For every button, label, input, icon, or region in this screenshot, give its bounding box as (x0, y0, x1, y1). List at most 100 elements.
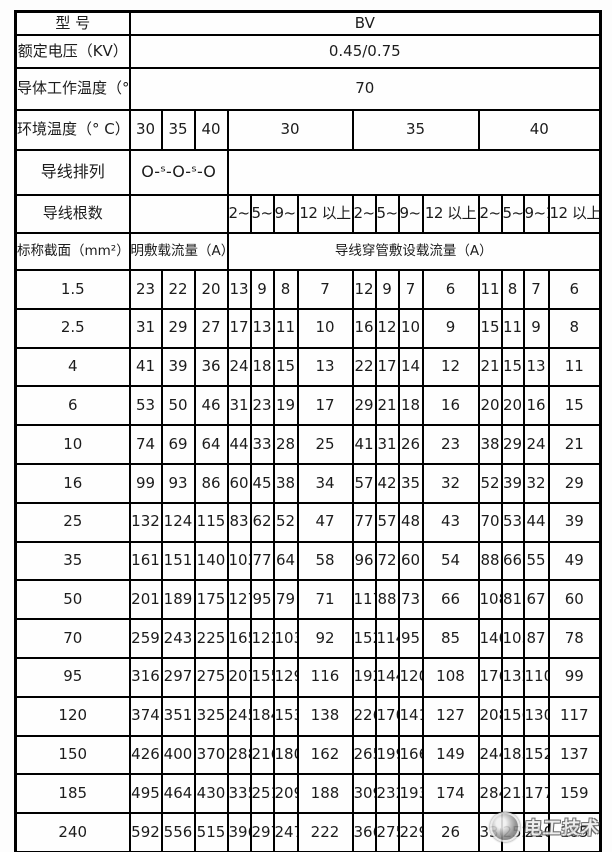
value-cell: 297 (249, 812, 275, 852)
value-cell: 117 (351, 579, 377, 621)
value-cell: 165 (226, 618, 252, 659)
wire-count-40-d: 12 以上 (547, 194, 602, 234)
value-cell: 31 (374, 424, 400, 465)
value-cell: 199 (374, 734, 400, 776)
section-cell: 35 (14, 540, 131, 582)
value-cell: 64 (272, 540, 299, 582)
value-cell: 43 (421, 501, 480, 543)
value-cell: 29 (500, 424, 525, 465)
model-row: 型 号 BV (14, 10, 602, 36)
value-cell: 16 (421, 385, 480, 427)
table-row: 1.5 23 22 20 13 9 8 7 12 9 7 6 11 8 7 6 (14, 269, 602, 310)
value-cell: 247 (272, 812, 299, 852)
wire-count-40-c: 9~12 (522, 194, 550, 234)
section-cell: 16 (14, 462, 131, 504)
value-cell: 83 (226, 501, 252, 543)
value-cell: 44 (226, 424, 252, 465)
table-row: 16 99 93 86 60 45 38 34 57 42 35 32 52 39 32 29 (14, 462, 602, 504)
value-cell: 32 (522, 462, 550, 504)
value-cell: 188 (296, 773, 354, 815)
value-cell: 6 (421, 269, 480, 310)
value-cell: 58 (296, 540, 354, 582)
value-cell: 24 (522, 424, 550, 465)
value-cell: 127 (421, 695, 480, 737)
value-cell: 244 (477, 734, 503, 776)
model-value: BV (128, 10, 602, 36)
section-cell: 150 (14, 734, 131, 776)
value-cell: 396 (226, 812, 252, 852)
value-cell: 10 (397, 307, 424, 349)
table-row: 4 41 39 36 24 18 15 13 22 17 14 12 21 15 13 11 (14, 346, 602, 388)
value-cell: 19 (272, 385, 299, 427)
value-cell: 99 (547, 656, 602, 698)
section-cell: 25 (14, 501, 131, 543)
value-cell: 275 (193, 656, 229, 698)
value-cell: 38 (272, 462, 299, 504)
wire-count-35-c: 9~12 (397, 194, 424, 234)
value-cell: 141 (397, 695, 424, 737)
value-cell: 73 (397, 579, 424, 621)
value-cell: 515 (193, 812, 229, 852)
ambient-open-40: 40 (193, 109, 229, 151)
value-cell: 52 (477, 462, 503, 504)
value-cell: 159 (547, 773, 602, 815)
value-cell: 15 (547, 385, 602, 427)
value-cell: 124 (160, 501, 196, 543)
value-cell: 12 (421, 346, 480, 388)
table-row: 6 53 50 46 31 23 19 17 29 21 18 16 20 20 16 15 (14, 385, 602, 427)
section-header-row: 标称截面（mm²） 明敷载流量（A） 导线穿管敷设载流量（A） (14, 232, 602, 271)
value-cell: 53 (500, 501, 525, 543)
value-cell: 117 (547, 695, 602, 737)
value-cell: 18 (249, 346, 275, 388)
section-cell: 185 (14, 773, 131, 815)
table-row: 1203743513252451841531382261701411272081… (14, 695, 602, 737)
value-cell: 137 (547, 734, 602, 776)
value-cell: 86 (193, 462, 229, 504)
arrangement-value: O-ˢ-O-ˢ-O (128, 149, 229, 196)
value-cell: 70 (477, 501, 503, 543)
value-cell: 213 (500, 773, 525, 815)
value-cell: 351 (160, 695, 196, 737)
value-cell: 88 (477, 540, 503, 582)
value-cell: 209 (272, 773, 299, 815)
value-cell: 96 (351, 540, 377, 582)
wire-count-30-c: 9~12 (272, 194, 299, 234)
value-cell: 10 (296, 307, 354, 349)
value-cell: 8 (272, 269, 299, 310)
value-cell: 14 (397, 346, 424, 388)
wire-count-40-a: 2~4 (477, 194, 503, 234)
ampacity-table: 型 号 BV 额定电压（KV） 0.45/0.75 导体工作温度（° C） 70… (14, 10, 603, 852)
value-cell: 129 (272, 656, 299, 698)
value-cell: 155 (249, 656, 275, 698)
value-cell: 132 (500, 656, 525, 698)
value-cell: 120 (397, 656, 424, 698)
value-cell: 50 (160, 385, 196, 427)
value-cell: 123 (249, 618, 275, 659)
value-cell: 60 (547, 579, 602, 621)
value-cell: 9 (421, 307, 480, 349)
value-cell: 88 (374, 579, 400, 621)
value-cell: 72 (374, 540, 400, 582)
section-cell: 4 (14, 346, 131, 388)
value-cell: 335 (226, 773, 252, 815)
value-cell: 77 (249, 540, 275, 582)
value-cell: 153 (272, 695, 299, 737)
value-cell: 20 (500, 385, 525, 427)
conduit-header: 导线穿管敷设载流量（A） (226, 232, 602, 271)
section-cell: 1.5 (14, 269, 131, 310)
value-cell: 149 (421, 734, 480, 776)
value-cell: 366 (351, 812, 377, 852)
value-cell: 31 (226, 385, 252, 427)
value-cell: 18 (397, 385, 424, 427)
value-cell: 57 (374, 501, 400, 543)
value-cell: 74 (128, 424, 163, 465)
value-cell: 151 (160, 540, 196, 582)
value-cell: 251 (249, 773, 275, 815)
value-cell: 152 (351, 618, 377, 659)
value-cell: 9 (522, 307, 550, 349)
value-cell: 35 (397, 462, 424, 504)
value-cell: 78 (547, 618, 602, 659)
value-cell: 36 (193, 346, 229, 388)
value-cell: 325 (193, 695, 229, 737)
wire-count-30-a: 2~4 (226, 194, 252, 234)
